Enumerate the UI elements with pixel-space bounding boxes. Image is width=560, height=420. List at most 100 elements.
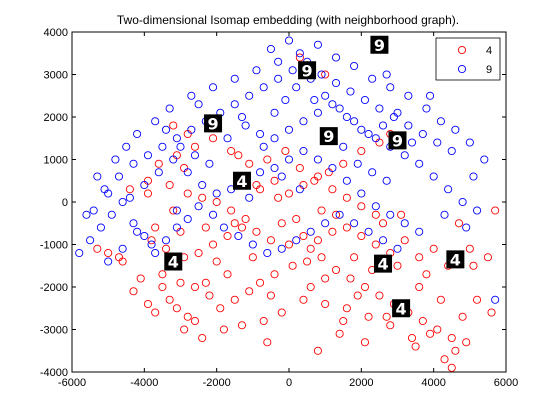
point-series-9 — [270, 163, 279, 173]
point-series-9 — [169, 155, 178, 164]
point-series-9 — [353, 159, 362, 168]
y-tick-label: 2000 — [44, 112, 68, 124]
x-tick-label: 4000 — [421, 377, 445, 389]
point-series-4 — [483, 253, 492, 262]
point-series-9 — [104, 257, 113, 266]
point-series-4 — [180, 325, 189, 334]
point-series-9 — [118, 197, 127, 207]
point-series-9 — [245, 91, 254, 100]
point-series-4 — [252, 227, 261, 236]
digit-4-image-marker: 4 — [232, 171, 251, 191]
digit-9-image-marker: 9 — [370, 35, 389, 55]
legend-label-9: 9 — [486, 64, 492, 76]
point-series-9 — [328, 100, 337, 109]
point-series-9 — [234, 231, 243, 241]
point-series-4 — [237, 223, 247, 232]
point-series-9 — [245, 193, 254, 202]
point-series-9 — [418, 129, 427, 139]
digit-image-background — [204, 114, 223, 133]
point-series-4 — [400, 236, 409, 245]
x-tick-label: 2000 — [349, 377, 373, 389]
y-tick-label: 3000 — [44, 70, 68, 82]
point-series-4 — [292, 214, 301, 224]
digit-image-glyph: 4 — [377, 255, 388, 274]
point-series-4 — [212, 257, 221, 266]
point-series-9 — [364, 129, 373, 139]
point-series-9 — [212, 189, 221, 198]
point-series-4 — [364, 312, 373, 321]
digit-image-background — [298, 61, 317, 80]
point-series-4 — [310, 176, 319, 185]
point-series-4 — [245, 159, 254, 168]
digit-image-glyph: 9 — [392, 131, 403, 150]
point-series-9 — [335, 104, 344, 113]
point-series-4 — [219, 325, 228, 334]
point-series-4 — [169, 206, 178, 215]
point-series-9 — [404, 91, 413, 100]
point-series-9 — [368, 74, 377, 83]
data-points — [75, 36, 500, 372]
point-series-9 — [107, 210, 116, 219]
point-series-9 — [364, 227, 373, 236]
point-series-4 — [172, 304, 181, 313]
point-series-4 — [357, 146, 366, 156]
point-series-4 — [259, 316, 268, 326]
point-series-9 — [176, 142, 185, 151]
point-series-4 — [447, 333, 456, 343]
legend-marker-9 — [457, 64, 467, 74]
digit-image-glyph: 9 — [374, 36, 385, 55]
point-series-4 — [288, 261, 297, 270]
point-series-4 — [208, 134, 218, 143]
point-series-4 — [465, 244, 474, 253]
point-series-9 — [161, 125, 171, 134]
point-series-9 — [277, 244, 286, 253]
point-series-4 — [328, 185, 337, 194]
point-series-4 — [335, 329, 344, 338]
point-series-4 — [161, 244, 171, 253]
point-series-4 — [263, 338, 272, 347]
legend: 49 — [435, 37, 501, 81]
point-series-9 — [444, 185, 453, 194]
legend-label-4: 4 — [486, 45, 492, 57]
point-series-9 — [133, 129, 142, 139]
point-series-4 — [313, 236, 322, 245]
point-series-4 — [393, 261, 402, 270]
y-tick-label: 1000 — [44, 155, 68, 167]
digit-4-image-marker: 4 — [374, 254, 393, 274]
point-series-9 — [129, 219, 138, 228]
point-series-9 — [230, 74, 239, 83]
point-series-4 — [147, 236, 156, 245]
point-series-4 — [447, 363, 456, 372]
digit-image-glyph: 4 — [450, 250, 461, 269]
point-series-9 — [118, 244, 127, 253]
point-series-9 — [194, 100, 203, 109]
point-series-9 — [393, 108, 402, 117]
point-series-4 — [321, 70, 330, 79]
point-series-9 — [462, 223, 471, 232]
point-series-4 — [245, 287, 254, 296]
point-series-4 — [183, 312, 192, 321]
point-series-4 — [346, 274, 355, 283]
point-series-4 — [223, 231, 232, 241]
point-series-9 — [93, 172, 102, 181]
point-series-9 — [313, 40, 322, 49]
point-series-9 — [274, 57, 283, 66]
point-series-9 — [331, 78, 341, 88]
point-series-9 — [465, 138, 474, 147]
point-series-4 — [407, 333, 417, 343]
point-series-4 — [339, 159, 348, 168]
point-series-4 — [230, 219, 239, 228]
point-series-4 — [169, 121, 178, 130]
point-series-9 — [440, 210, 449, 219]
point-series-9 — [357, 189, 366, 198]
point-series-4 — [158, 270, 167, 279]
point-series-9 — [458, 197, 467, 207]
x-tick-label: -2000 — [203, 377, 231, 389]
point-series-4 — [190, 282, 200, 292]
point-series-4 — [241, 214, 250, 224]
point-series-4 — [230, 295, 239, 304]
point-series-9 — [382, 70, 391, 79]
point-series-4 — [281, 146, 290, 156]
point-series-9 — [129, 159, 138, 168]
point-series-9 — [205, 159, 214, 168]
